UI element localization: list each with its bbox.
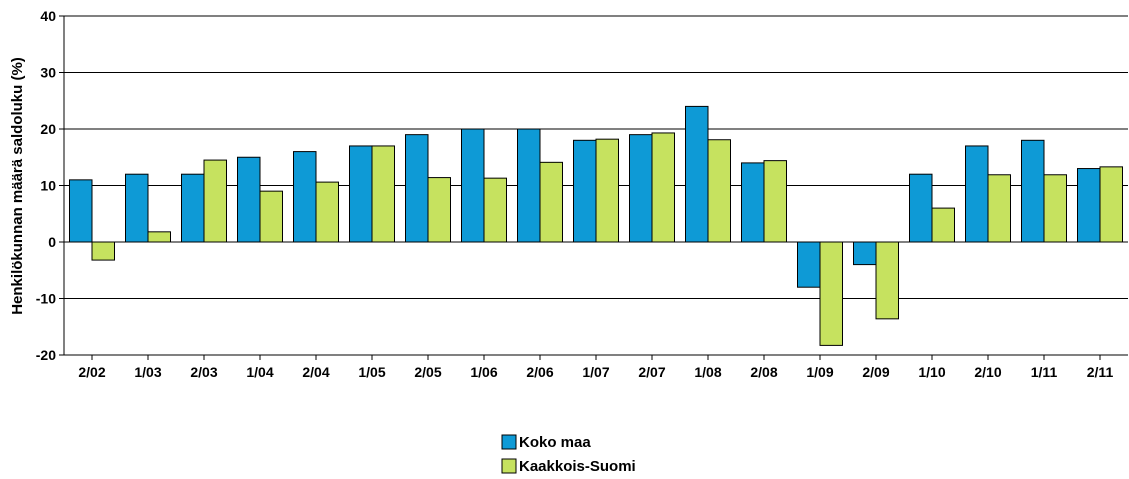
bar xyxy=(91,241,115,261)
bar xyxy=(629,134,653,243)
y-tick-labels: -20 -10 0 10 20 30 40 xyxy=(36,8,56,363)
x-tick-label: 1/05 xyxy=(358,364,385,380)
bars xyxy=(69,105,1123,346)
bar xyxy=(371,145,395,243)
bar xyxy=(483,177,507,243)
bar xyxy=(651,132,675,243)
x-tick-label: 2/04 xyxy=(302,364,329,380)
y-axis-label: Henkilökunnan määrä saldoluku (%) xyxy=(9,57,26,315)
legend-swatch xyxy=(501,434,517,450)
y-tick-label: 10 xyxy=(40,178,56,194)
legend-swatch xyxy=(501,458,517,474)
x-tick-label: 2/09 xyxy=(862,364,889,380)
bar xyxy=(685,105,709,243)
x-tick-label: 2/03 xyxy=(190,364,217,380)
x-tick-label: 2/07 xyxy=(638,364,665,380)
bar xyxy=(763,160,787,243)
x-tick-label: 1/03 xyxy=(134,364,161,380)
bar xyxy=(875,241,899,320)
bar xyxy=(539,161,563,243)
legend-label: Koko maa xyxy=(519,434,591,451)
x-tick-label: 2/11 xyxy=(1087,364,1114,380)
legend: Koko maa Kaakkois-Suomi xyxy=(501,434,636,475)
x-tick-label: 2/06 xyxy=(526,364,553,380)
bar xyxy=(573,139,597,243)
x-tick-label: 1/09 xyxy=(806,364,833,380)
bar xyxy=(181,173,205,243)
x-tick-label: 2/05 xyxy=(414,364,441,380)
bar xyxy=(147,231,171,243)
x-tick-label: 1/07 xyxy=(582,364,609,380)
bar xyxy=(125,173,149,243)
y-tick-label: -20 xyxy=(36,347,56,363)
x-tick-label: 2/02 xyxy=(78,364,105,380)
bar xyxy=(1021,139,1045,243)
y-tick-label: 0 xyxy=(48,234,56,250)
x-tick-label: 1/06 xyxy=(470,364,497,380)
x-tick-label: 1/10 xyxy=(918,364,945,380)
legend-label: Kaakkois-Suomi xyxy=(519,458,636,475)
axes xyxy=(59,15,1128,360)
bar xyxy=(315,181,339,243)
bar xyxy=(1077,168,1101,243)
bar xyxy=(259,190,283,243)
bar xyxy=(853,241,877,266)
bar xyxy=(965,145,989,243)
y-tick-label: -10 xyxy=(36,291,56,307)
bar xyxy=(203,159,227,243)
bar xyxy=(69,179,93,243)
bar xyxy=(517,128,541,243)
x-tick-label: 1/04 xyxy=(246,364,273,380)
x-tick-label: 1/11 xyxy=(1031,364,1058,380)
bar xyxy=(909,173,933,243)
x-tick-labels: 2/02 1/03 2/03 1/04 2/04 1/05 2/05 1/06 2/06 1/07… xyxy=(78,364,1113,380)
bar xyxy=(427,177,451,243)
bar xyxy=(595,138,619,243)
bar xyxy=(349,145,373,243)
bar xyxy=(1043,174,1067,243)
bar xyxy=(707,139,731,243)
bar xyxy=(237,156,261,243)
bar xyxy=(987,174,1011,243)
bar xyxy=(931,207,955,243)
x-tick-label: 2/10 xyxy=(974,364,1001,380)
bar xyxy=(797,241,821,288)
y-tick-label: 30 xyxy=(40,65,56,81)
y-tick-label: 20 xyxy=(40,121,56,137)
bar xyxy=(741,162,765,243)
y-tick-label: 40 xyxy=(40,8,56,24)
bar xyxy=(293,151,317,243)
bar xyxy=(405,134,429,243)
bar xyxy=(1099,166,1123,243)
x-tick-label: 1/08 xyxy=(694,364,721,380)
bar xyxy=(461,128,485,243)
x-tick-label: 2/08 xyxy=(750,364,777,380)
bar xyxy=(819,241,843,346)
